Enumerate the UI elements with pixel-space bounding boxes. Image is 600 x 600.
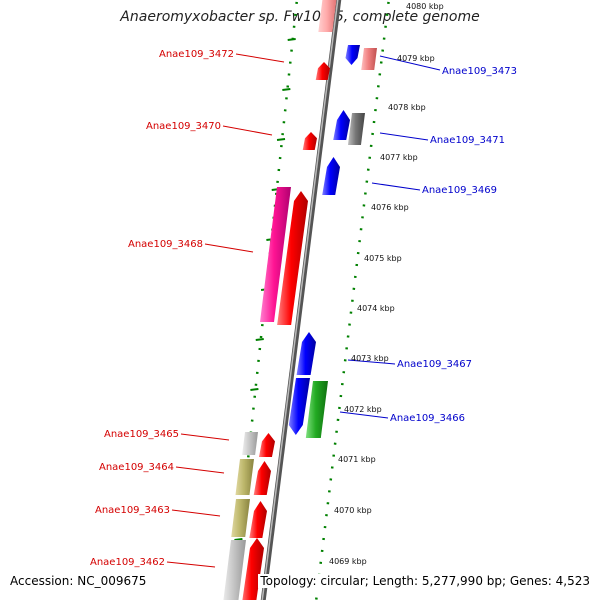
gene-arrow bbox=[259, 187, 291, 322]
kbp-tick-label: 4070 kbp bbox=[334, 506, 372, 515]
gene-arrow bbox=[315, 62, 330, 80]
gene-label: Anae109_3467 bbox=[397, 359, 472, 370]
connector-line bbox=[171, 509, 221, 517]
connector-line bbox=[339, 411, 389, 419]
gene-arrow bbox=[258, 433, 275, 457]
gene-arrow bbox=[223, 540, 246, 600]
gene-label: Anae109_3464 bbox=[99, 462, 174, 473]
kbp-tick-label: 4069 kbp bbox=[329, 557, 367, 566]
map-title: Anaeromyxobacter sp. Fw109-5, complete g… bbox=[120, 9, 480, 25]
gene-label: Anae109_3462 bbox=[90, 557, 165, 568]
ruler-dash bbox=[282, 88, 291, 91]
connector-line bbox=[175, 466, 225, 474]
connector-line bbox=[347, 359, 396, 365]
connector-line bbox=[379, 132, 429, 141]
gene-label: Anae109_3466 bbox=[390, 413, 465, 424]
kbp-tick-label: 4074 kbp bbox=[357, 304, 395, 313]
gene-label: Anae109_3465 bbox=[104, 429, 179, 440]
gene-arrow bbox=[322, 157, 340, 195]
kbp-ticks: 4080 kbp 4079 kbp 4078 kbp 4077 kbp 4076… bbox=[329, 2, 444, 566]
gene-label: Anae109_3463 bbox=[95, 505, 170, 516]
ruler-dash bbox=[234, 538, 243, 541]
connector-line bbox=[379, 55, 441, 71]
plus-strand-labels: Anae109_3473 Anae109_3471 Anae109_3469 A… bbox=[390, 66, 517, 424]
gene-arrow bbox=[333, 110, 350, 140]
gene-arrow bbox=[347, 113, 365, 145]
gene-label: Anae109_3472 bbox=[159, 49, 234, 60]
genome-backbone bbox=[260, 0, 342, 600]
gene-label: Anae109_3471 bbox=[430, 135, 505, 146]
gene-arrow bbox=[296, 332, 316, 375]
gene-arrow bbox=[288, 378, 310, 435]
connector-line bbox=[222, 125, 273, 136]
gene-arrow bbox=[345, 45, 360, 65]
gene-label: Anae109_3470 bbox=[146, 121, 221, 132]
gene-arrow bbox=[231, 499, 250, 537]
gene-arrow bbox=[242, 432, 258, 455]
gene-arrow bbox=[253, 461, 271, 495]
kbp-tick-label: 4080 kbp bbox=[406, 2, 444, 11]
ruler-dash bbox=[250, 388, 259, 391]
kbp-tick-label: 4078 kbp bbox=[388, 103, 426, 112]
gene-features bbox=[223, 0, 377, 600]
connector-line bbox=[204, 243, 254, 253]
gene-arrow bbox=[277, 191, 308, 325]
kbp-tick-label: 4079 kbp bbox=[397, 54, 435, 63]
connector-line bbox=[371, 182, 421, 191]
ruler-line bbox=[314, 0, 391, 600]
gene-arrow bbox=[249, 501, 267, 538]
gene-arrow bbox=[235, 459, 254, 495]
accession-text: Accession: NC_009675 bbox=[8, 574, 149, 588]
gene-label: Anae109_3469 bbox=[422, 185, 497, 196]
label-connectors bbox=[166, 53, 441, 568]
gene-arrow bbox=[305, 381, 328, 438]
connector-line bbox=[166, 561, 216, 568]
ruler-dash bbox=[255, 338, 264, 341]
ruler-dash bbox=[276, 138, 286, 141]
kbp-tick-label: 4071 kbp bbox=[338, 455, 376, 464]
kbp-tick-label: 4072 kbp bbox=[344, 405, 382, 414]
connector-line bbox=[180, 433, 230, 441]
kbp-tick-label: 4073 kbp bbox=[351, 354, 389, 363]
kbp-tick-label: 4076 kbp bbox=[371, 203, 409, 212]
gene-arrow bbox=[318, 0, 337, 32]
topology-text: Topology: circular; Length: 5,277,990 bp… bbox=[258, 574, 592, 588]
ruler-dash bbox=[287, 38, 296, 41]
gene-arrow bbox=[302, 132, 317, 150]
gene-label: Anae109_3473 bbox=[442, 66, 517, 77]
minus-strand-labels: Anae109_3472 Anae109_3470 Anae109_3468 A… bbox=[90, 49, 234, 568]
kbp-tick-label: 4075 kbp bbox=[364, 254, 402, 263]
gene-arrow bbox=[361, 48, 377, 70]
gene-label: Anae109_3468 bbox=[128, 239, 203, 250]
kbp-tick-label: 4077 kbp bbox=[380, 153, 418, 162]
connector-line bbox=[235, 53, 285, 63]
